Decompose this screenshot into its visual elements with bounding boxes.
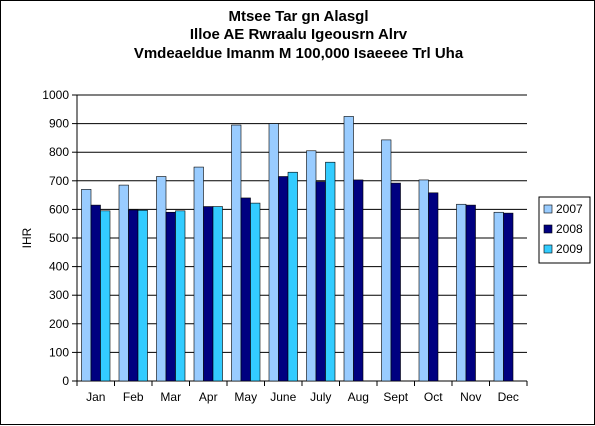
x-tick-label: Apr [199,390,218,404]
bar-2009-Apr [212,206,223,382]
bar-2008-May [240,197,251,382]
bar-2008-Mar [165,211,176,382]
legend-label-2007: 2007 [556,202,583,216]
bar-2008-July [315,181,326,382]
bar-2008-June [278,176,289,382]
legend-label-2008: 2008 [556,222,583,236]
x-tick-label: Oct [424,390,443,404]
y-axis-label: IHR [20,227,34,248]
y-tick-label: 500 [49,231,69,245]
y-tick-label: 100 [49,345,69,359]
bar-2007-Feb [118,184,129,382]
x-tick-label: June [270,390,296,404]
bar-2007-Oct [418,179,429,382]
legend-label-2009: 2009 [556,242,583,256]
bar-2009-June [287,171,298,382]
bar-2008-Apr [203,206,214,382]
x-tick-label: July [310,390,331,404]
y-tick-label: 800 [49,145,69,159]
x-tick-label: Jan [86,390,105,404]
chart-title-line-2: Illoe AE Rwraalu Igeousrn Alrv [189,26,408,43]
bar-2008-Dec [503,212,514,382]
y-tick-label: 1000 [42,88,69,102]
x-tick-label: Feb [123,390,144,404]
bar-2008-Aug [353,179,364,382]
bar-2009-May [250,202,261,382]
x-tick-label: Mar [160,390,181,404]
bar-2007-Nov [456,203,467,382]
x-tick-label: Sept [383,390,408,404]
y-tick-label: 900 [49,117,69,131]
bar-2007-Jan [81,189,92,382]
bar-2009-Mar [175,210,186,382]
bar-2007-Sept [381,139,392,382]
y-tick-label: 0 [62,374,69,388]
bar-2008-Oct [428,192,439,382]
bar-2008-Feb [128,209,139,382]
x-tick-label: Dec [498,390,519,404]
chart-title-line-3: Vmdeaeldue Imanm M 100,000 Isaeeee Trl U… [133,45,464,62]
bar-2008-Jan [90,204,101,382]
bar-2007-Apr [193,166,204,382]
y-tick-label: 700 [49,174,69,188]
legend-swatch-2008 [543,224,553,234]
y-tick-label: 300 [49,288,69,302]
y-tick-label: 400 [49,260,69,274]
legend-swatch-2007 [543,204,553,214]
bar-2008-Sept [390,182,401,382]
bar-2007-Mar [156,176,167,382]
chart-title-line-1: Mtsee Tar gn Alasgl [228,8,369,25]
bar-2009-Jan [100,210,111,382]
bar-2007-July [306,150,317,382]
y-tick-label: 200 [49,317,69,331]
bar-2007-May [231,124,242,382]
bar-2008-Nov [465,204,476,382]
legend-swatch-2009 [543,244,553,254]
bar-2007-Dec [493,211,504,382]
y-tick-label: 600 [49,202,69,216]
bar-2007-Aug [343,116,354,382]
bar-2009-Feb [137,209,148,382]
x-tick-label: May [234,390,257,404]
bar-2009-July [325,161,336,382]
x-tick-label: Nov [460,390,481,404]
x-tick-label: Aug [348,390,369,404]
bar-2007-June [268,123,279,382]
